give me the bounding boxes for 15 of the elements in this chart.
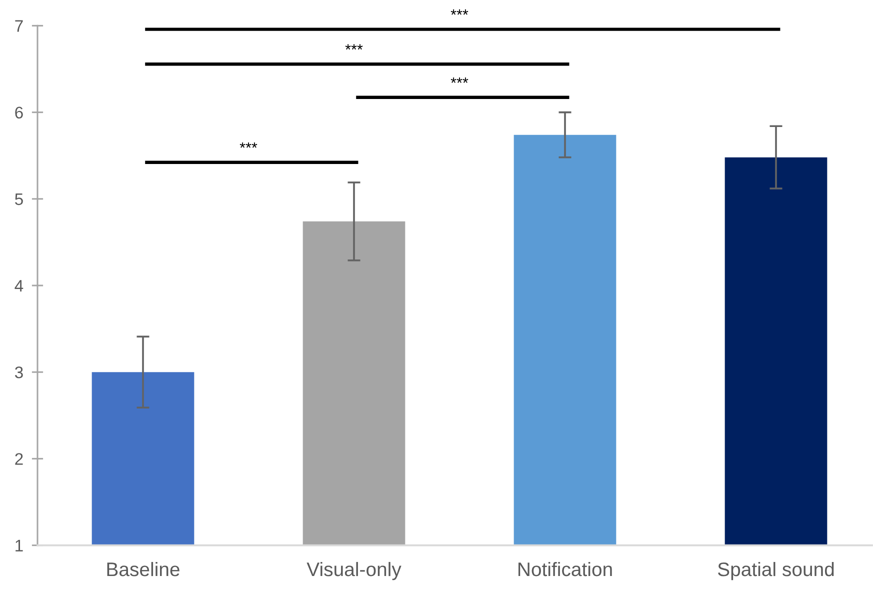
x-tick-label: Notification bbox=[518, 562, 612, 576]
y-tick-label: 1 bbox=[16, 540, 23, 552]
y-tick-label: 2 bbox=[15, 453, 23, 465]
y-tick-label: 5 bbox=[15, 193, 23, 206]
annotation: *** bbox=[345, 44, 363, 50]
x-tick-label: Baseline bbox=[107, 562, 180, 576]
x-tick-label: Spatial sound bbox=[718, 562, 834, 580]
text: *** bbox=[450, 9, 468, 15]
annotation: *** bbox=[450, 77, 468, 83]
annotation: *** bbox=[240, 142, 258, 148]
y-tick-label: 4 bbox=[14, 280, 24, 292]
y-tick-label: 6 bbox=[15, 106, 23, 119]
x-tick-label: Visual-only bbox=[306, 562, 402, 580]
y-tick-label: 3 bbox=[14, 366, 23, 378]
y-tick-label: 7 bbox=[15, 20, 23, 32]
